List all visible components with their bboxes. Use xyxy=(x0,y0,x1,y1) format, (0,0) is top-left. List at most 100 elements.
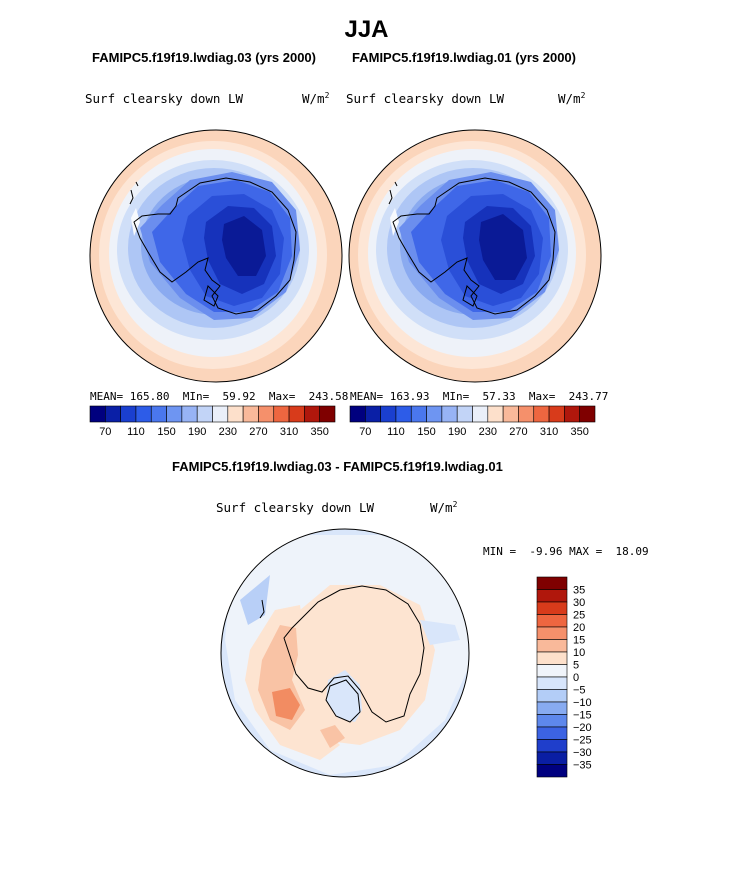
colorbar-tick-label: 20 xyxy=(573,622,585,634)
colorbar-box xyxy=(150,405,167,423)
colorbar-box xyxy=(536,639,568,653)
panel1-map xyxy=(89,129,343,383)
colorbar-box xyxy=(89,405,106,423)
colorbar-tick-label: 310 xyxy=(280,426,298,438)
colorbar-box xyxy=(456,405,473,423)
colorbar-box xyxy=(349,405,366,423)
colorbar-tick-label: −5 xyxy=(573,685,586,697)
colorbar-box xyxy=(536,614,568,628)
colorbar-box xyxy=(564,405,580,423)
panel1-stats: MEAN= 165.80 MIn= 59.92 Max= 243.58 xyxy=(90,390,349,403)
colorbar-box xyxy=(548,405,565,423)
diff-units: W/m2 xyxy=(430,499,458,515)
panel2-colorbar: 70 110 150 190 230 270 310 350 xyxy=(349,405,596,438)
colorbar-box xyxy=(518,405,535,423)
colorbar-box xyxy=(536,689,568,703)
colorbar-box xyxy=(120,405,137,423)
diff-fill xyxy=(221,529,469,777)
panel1-fill xyxy=(90,130,342,382)
colorbar-tick-label: 0 xyxy=(573,672,579,684)
colorbar-box xyxy=(212,405,229,423)
colorbar-box xyxy=(536,714,568,728)
colorbar-tick-label: 190 xyxy=(188,426,206,438)
panel2-fill xyxy=(349,130,601,382)
colorbar-box xyxy=(536,751,568,765)
colorbar-box xyxy=(579,405,596,423)
colorbar-tick-label: 350 xyxy=(311,426,329,438)
colorbar-tick-label: −25 xyxy=(573,735,592,747)
colorbar-box xyxy=(502,405,519,423)
colorbar-tick-label: 70 xyxy=(99,426,111,438)
colorbar-box xyxy=(395,405,412,423)
colorbar-box xyxy=(227,405,244,423)
colorbar-box xyxy=(380,405,397,423)
colorbar-box xyxy=(536,601,568,615)
panel2-field-label: Surf clearsky down LW xyxy=(346,91,505,106)
colorbar-tick-label: −35 xyxy=(573,760,592,772)
colorbar-box xyxy=(426,405,443,423)
colorbar-box xyxy=(242,405,259,423)
colorbar-box xyxy=(536,701,568,715)
colorbar-tick-label: 15 xyxy=(573,635,585,647)
colorbar-box xyxy=(487,405,504,423)
diff-field-label: Surf clearsky down LW xyxy=(216,500,375,515)
colorbar-box xyxy=(536,626,568,640)
colorbar-tick-label: 150 xyxy=(417,426,435,438)
colorbar-box xyxy=(536,651,568,665)
colorbar-tick-label: 10 xyxy=(573,647,585,659)
panel1-title: FAMIPC5.f19f19.lwdiag.03 (yrs 2000) xyxy=(92,50,316,65)
colorbar-box xyxy=(304,405,320,423)
colorbar-tick-label: 35 xyxy=(573,585,585,597)
colorbar-box xyxy=(258,405,275,423)
colorbar-box xyxy=(105,405,121,423)
colorbar-tick-label: −10 xyxy=(573,697,592,709)
colorbar-box xyxy=(533,405,550,423)
colorbar-box xyxy=(196,405,213,423)
colorbar-tick-label: 230 xyxy=(219,426,237,438)
diff-map xyxy=(220,528,470,778)
panel1-units: W/m2 xyxy=(302,90,330,106)
diff-minmax: MIN = -9.96 MAX = 18.09 xyxy=(483,545,649,558)
colorbar-box xyxy=(536,726,568,740)
colorbar-tick-label: 190 xyxy=(448,426,466,438)
colorbar-box xyxy=(135,405,152,423)
colorbar-box xyxy=(181,405,198,423)
panel1-field-label: Surf clearsky down LW xyxy=(85,91,244,106)
panel2-stats: MEAN= 163.93 MIn= 57.33 Max= 243.77 xyxy=(350,390,609,403)
colorbar-tick-label: −30 xyxy=(573,747,592,759)
colorbar-box xyxy=(273,405,290,423)
colorbar-tick-label: 110 xyxy=(387,426,405,438)
panel2-map xyxy=(348,129,602,383)
colorbar-tick-label: 70 xyxy=(359,426,371,438)
colorbar-tick-label: −20 xyxy=(573,722,592,734)
colorbar-box xyxy=(166,405,183,423)
colorbar-tick-label: 5 xyxy=(573,660,579,672)
colorbar-box xyxy=(472,405,489,423)
colorbar-box xyxy=(536,676,568,690)
colorbar-box xyxy=(536,664,568,678)
colorbar-tick-label: 25 xyxy=(573,610,585,622)
panel1-colorbar: 70 110 150 190 230 270 310 350 xyxy=(89,405,336,438)
colorbar-box xyxy=(536,576,568,590)
colorbar-tick-label: 310 xyxy=(540,426,558,438)
colorbar-box xyxy=(319,405,336,423)
colorbar-box xyxy=(410,405,427,423)
colorbar-box xyxy=(536,589,568,603)
colorbar-tick-label: 350 xyxy=(571,426,589,438)
colorbar-box xyxy=(441,405,458,423)
page-title: JJA xyxy=(344,16,389,43)
colorbar-box xyxy=(536,739,568,753)
panel2-title: FAMIPC5.f19f19.lwdiag.01 (yrs 2000) xyxy=(352,50,576,65)
colorbar-box xyxy=(288,405,305,423)
colorbar-tick-label: 230 xyxy=(479,426,497,438)
colorbar-tick-label: 270 xyxy=(509,426,527,438)
colorbar-tick-label: 270 xyxy=(249,426,267,438)
panel2-units: W/m2 xyxy=(558,90,586,106)
colorbar-tick-label: 150 xyxy=(157,426,175,438)
colorbar-tick-label: 110 xyxy=(127,426,145,438)
colorbar-tick-label: 30 xyxy=(573,597,585,609)
colorbar-box xyxy=(536,764,568,778)
colorbar-tick-label: −15 xyxy=(573,710,592,722)
